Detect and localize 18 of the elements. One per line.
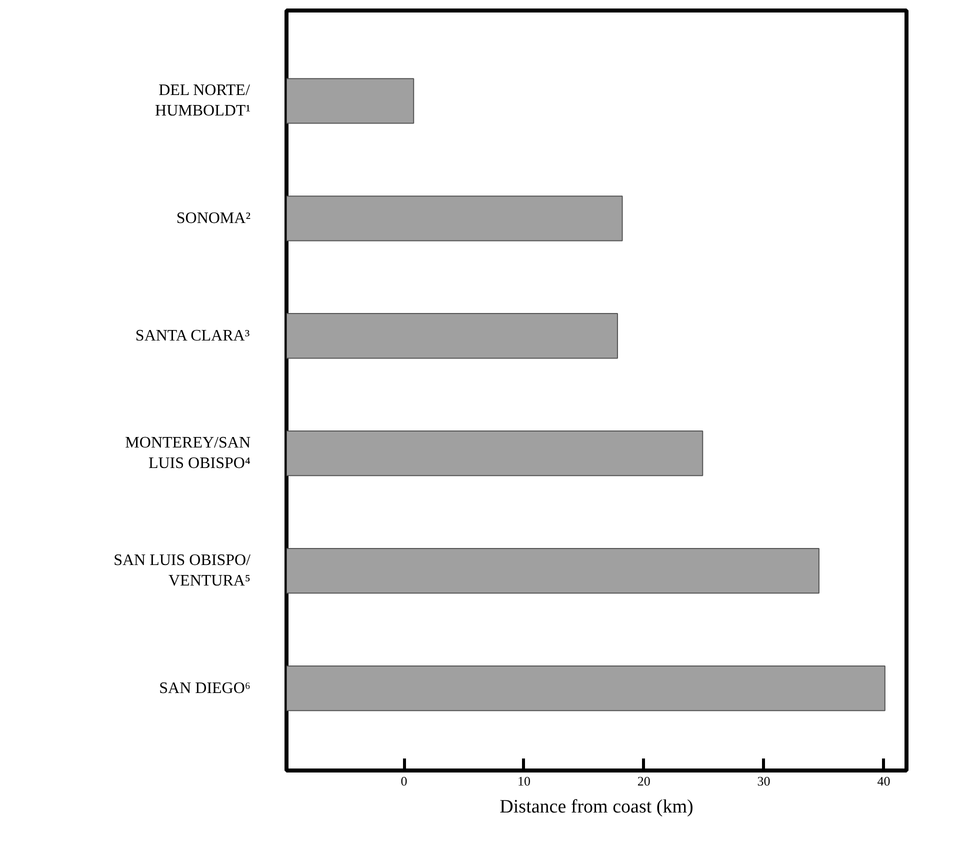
- x-tick-label: 30: [757, 774, 770, 788]
- y-tick-label: MONTEREY/SAN LUIS OBISPO⁴: [125, 434, 251, 472]
- y-tick-label: SAN LUIS OBISPO/ VENTURA⁵: [114, 552, 252, 590]
- y-tick-label: SAN DIEGO⁶: [159, 680, 251, 697]
- bar: [286, 430, 704, 476]
- x-tick-label: 10: [517, 774, 530, 788]
- x-tick-label: 20: [637, 774, 650, 788]
- y-tick-label: DEL NORTE/ HUMBOLDT¹: [155, 82, 251, 120]
- bar: [286, 196, 623, 242]
- x-tick-label: 40: [877, 774, 890, 788]
- x-axis-title: Distance from coast (km): [500, 796, 694, 818]
- bar: [286, 548, 820, 594]
- bar: [286, 665, 886, 712]
- y-tick-label: SONOMA²: [176, 210, 251, 227]
- bar: [286, 78, 414, 124]
- bar: [286, 313, 618, 359]
- y-tick-label: SANTA CLARA³: [135, 327, 250, 344]
- x-tick-label: 0: [400, 774, 408, 788]
